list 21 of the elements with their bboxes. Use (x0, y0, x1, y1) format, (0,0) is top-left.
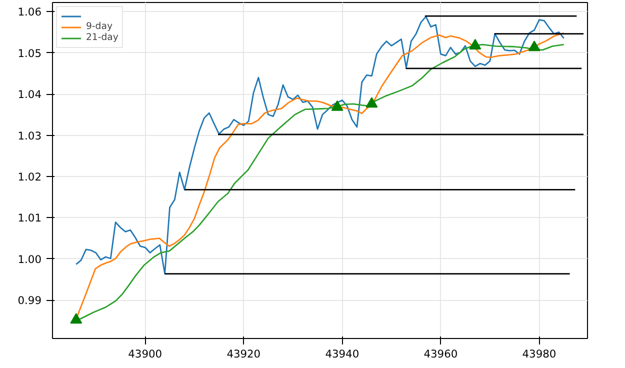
point (469, 38, 482, 50)
line-series (75, 16, 565, 274)
point (70, 313, 82, 324)
point (366, 97, 378, 108)
x-tick-label: 43980 (522, 348, 556, 360)
y-tick-label: 1.02 (18, 170, 42, 184)
y-tick-label: 1.00 (18, 252, 42, 266)
legend-label: 21-day (86, 32, 118, 43)
x-tick-label: 43940 (325, 348, 360, 360)
y-tick-label: 1.06 (18, 6, 42, 19)
y-tick-label: 1.04 (18, 88, 42, 102)
x-tick-label: 43900 (128, 348, 162, 360)
y-tick-label: 1.01 (18, 212, 42, 225)
legend-label: 9-day (86, 21, 112, 32)
y-tick-label: 0.99 (18, 294, 42, 308)
x-tick-label: 43920 (226, 348, 261, 360)
y-tick-label: 1.05 (18, 46, 42, 60)
point (331, 100, 344, 111)
point (528, 40, 540, 52)
x-tick-label: 43960 (424, 348, 458, 360)
y-tick-label: 1.03 (18, 129, 42, 142)
